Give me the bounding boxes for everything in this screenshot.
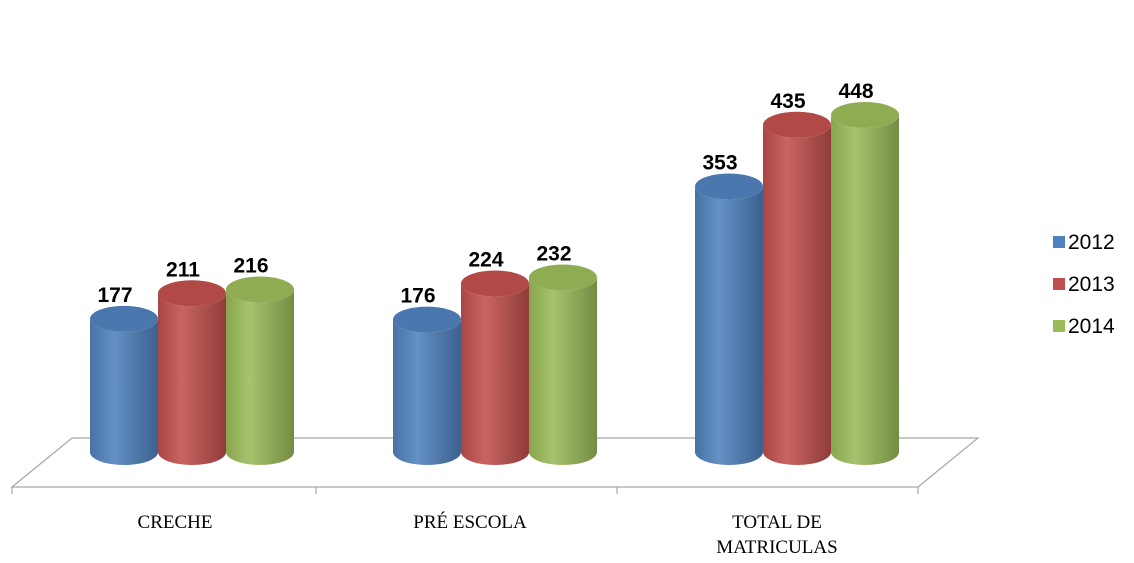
bar-body xyxy=(90,318,158,465)
category-labels-group: CRECHE PRÉ ESCOLA TOTAL DE MATRICULAS xyxy=(138,511,838,558)
legend: 2012 2013 2014 xyxy=(1053,231,1115,338)
bar-2012-1 xyxy=(393,306,461,465)
data-label: 176 xyxy=(400,285,435,308)
bar-body xyxy=(529,277,597,465)
legend-item-2014: 2014 xyxy=(1053,315,1115,338)
bar-body xyxy=(763,124,831,465)
category-label: TOTAL DE MATRICULAS xyxy=(716,512,837,558)
bar-top xyxy=(158,280,226,307)
bars-group xyxy=(90,102,899,466)
data-label: 211 xyxy=(166,258,200,281)
legend-item-2013: 2013 xyxy=(1053,273,1115,296)
bar-body xyxy=(226,289,294,465)
legend-label: 2012 xyxy=(1068,231,1115,254)
bar-2014-0 xyxy=(226,276,294,465)
bar-top xyxy=(90,305,158,332)
data-label: 224 xyxy=(468,249,503,272)
bar-top xyxy=(461,270,529,297)
data-label: 448 xyxy=(838,80,873,103)
bar-2013-2 xyxy=(763,111,831,465)
bar-body xyxy=(393,319,461,465)
data-label: 216 xyxy=(233,255,268,278)
bar-2013-0 xyxy=(158,280,226,465)
bar-top xyxy=(226,276,294,303)
bar-top xyxy=(695,173,763,200)
legend-label: 2014 xyxy=(1068,315,1115,338)
bar-body xyxy=(158,293,226,465)
bar-2013-1 xyxy=(461,270,529,465)
bar-2012-0 xyxy=(90,305,158,465)
category-label: PRÉ ESCOLA xyxy=(413,511,527,533)
bar-body xyxy=(461,283,529,465)
data-label: 177 xyxy=(97,284,132,307)
bar-top xyxy=(763,111,831,138)
bar-2014-2 xyxy=(831,102,899,465)
bar-2014-1 xyxy=(529,264,597,465)
legend-swatch xyxy=(1053,236,1065,248)
legend-swatch xyxy=(1053,278,1065,290)
legend-item-2012: 2012 xyxy=(1053,231,1115,254)
bar-top xyxy=(393,306,461,333)
data-label: 353 xyxy=(702,151,737,174)
bar-body xyxy=(695,186,763,466)
bar-top xyxy=(529,264,597,291)
data-label: 232 xyxy=(536,242,571,265)
category-label: CRECHE xyxy=(138,512,213,533)
bar-top xyxy=(831,102,899,129)
data-labels-group: 177 176 353 211 224 435 216 232 448 xyxy=(97,80,873,308)
data-label: 435 xyxy=(770,90,805,113)
bar-2012-2 xyxy=(695,173,763,466)
legend-label: 2013 xyxy=(1068,273,1115,296)
legend-swatch xyxy=(1053,320,1065,332)
bar-body xyxy=(831,115,899,465)
